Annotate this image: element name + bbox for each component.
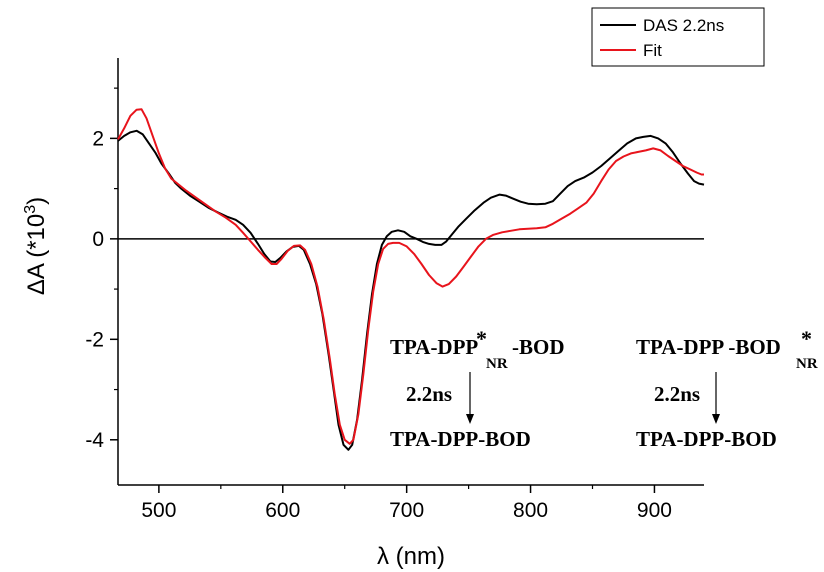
legend: DAS 2.2ns Fit — [591, 7, 765, 67]
annotation-2-bottom: TPA-DPP-BOD — [636, 427, 777, 451]
annotation-2-arrowhead — [712, 414, 720, 424]
annotation-1: TPA-DPP * NR -BOD 2.2ns TPA-DPP-BOD — [390, 326, 565, 451]
legend-label-das: DAS 2.2ns — [643, 16, 724, 35]
x-tick-label: 700 — [389, 499, 424, 522]
series-layer — [117, 108, 705, 451]
x-tick-label: 600 — [265, 499, 300, 522]
legend-label-fit: Fit — [643, 41, 662, 60]
annotation-2-time: 2.2ns — [654, 382, 700, 406]
y-tick-label: 2 — [92, 127, 104, 150]
annotation-1-sub: NR — [486, 356, 508, 372]
legend-box — [591, 7, 765, 67]
y-tick-label: -2 — [85, 328, 104, 351]
axes-layer: 500 600 700 800 900 -4 -2 0 2 — [85, 58, 704, 522]
y-axis-title: ΔA (*103) — [22, 197, 50, 295]
x-tick-label: 500 — [141, 499, 176, 522]
series-line-fit — [117, 108, 704, 445]
annotation-2-sub: NR — [796, 356, 818, 372]
y-tick-label: -4 — [85, 429, 104, 452]
x-tick-label: 800 — [513, 499, 548, 522]
annotation-1-tail: -BOD — [512, 335, 565, 359]
y-tick-label: 0 — [92, 228, 104, 251]
annotation-2-star: * — [801, 326, 812, 351]
annotation-1-arrowhead — [466, 414, 474, 424]
annotation-1-time: 2.2ns — [406, 382, 452, 406]
annotation-1-star: * — [476, 326, 487, 351]
annotation-2: TPA-DPP -BOD * NR 2.2ns TPA-DPP-BOD — [636, 326, 818, 451]
x-tick-label: 900 — [637, 499, 672, 522]
x-axis-title: λ (nm) — [377, 543, 445, 570]
annotation-1-bottom: TPA-DPP-BOD — [390, 427, 531, 451]
annotation-1-top: TPA-DPP — [390, 335, 478, 359]
annotation-2-top: TPA-DPP -BOD — [636, 335, 781, 359]
